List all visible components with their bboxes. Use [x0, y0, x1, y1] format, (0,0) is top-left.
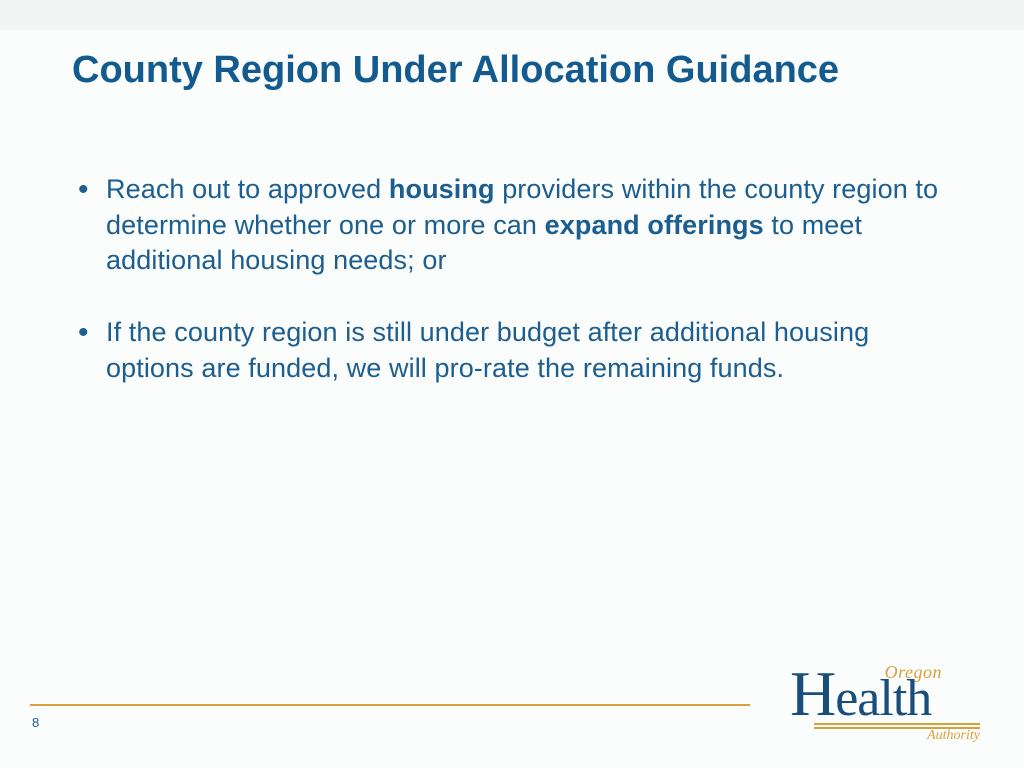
- bullet-bold-segment: housing: [389, 174, 495, 204]
- logo-health-rest: ealth: [835, 670, 931, 727]
- bullet-text: If the county region is still under budg…: [106, 317, 869, 383]
- logo-bar: [814, 723, 980, 725]
- logo-health-text: Health: [790, 668, 931, 725]
- bullet-bold-segment: expand offerings: [545, 210, 764, 240]
- logo-authority-text: Authority: [927, 728, 980, 744]
- bullet-item: If the county region is still under budg…: [72, 315, 960, 386]
- slide-title: County Region Under Allocation Guidance: [72, 48, 952, 94]
- bullet-text-segment: Reach out to approved: [106, 174, 389, 204]
- slide-content: Reach out to approved housing providers …: [72, 172, 960, 422]
- slide: County Region Under Allocation Guidance …: [0, 0, 1024, 768]
- bullet-list: Reach out to approved housing providers …: [72, 172, 960, 386]
- oregon-health-authority-logo: Oregon Health Authority: [790, 662, 980, 740]
- page-number: 8: [32, 715, 39, 730]
- footer-divider: [30, 704, 750, 706]
- logo-health-cap: H: [790, 668, 835, 719]
- bullet-item: Reach out to approved housing providers …: [72, 172, 960, 279]
- top-bar: [0, 0, 1024, 30]
